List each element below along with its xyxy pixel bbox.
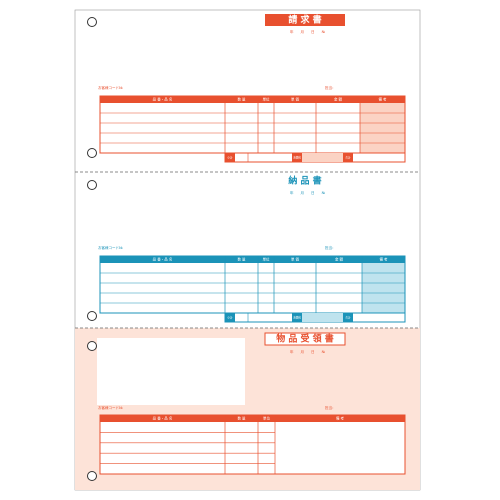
slip-title: 請 求 書 — [288, 14, 321, 26]
column-header: 単位 — [263, 416, 271, 421]
table-header — [100, 415, 405, 422]
totals-label: 消費税 — [293, 316, 301, 320]
date-line: 年 月 日 № — [290, 29, 325, 34]
column-header: 数 量 — [237, 416, 246, 421]
totals-label-box — [292, 313, 302, 322]
column-header: 単位 — [263, 257, 271, 262]
date-line: 年 月 日 № — [290, 349, 325, 354]
table-header — [100, 96, 405, 103]
date-line: 年 月 日 № — [290, 190, 325, 195]
column-header: 備 考 — [336, 416, 345, 421]
totals-label: 消費税 — [293, 156, 301, 160]
code-label: お客様コード№ — [98, 245, 123, 250]
totals-label: 合計 — [345, 316, 351, 320]
totals-label-box — [225, 313, 235, 322]
totals-label-box — [292, 153, 302, 162]
remarks-shade — [362, 263, 405, 313]
column-header: 単 価 — [291, 97, 300, 102]
column-header: 品 番・品 名 — [153, 416, 173, 421]
staff-label: 担当： — [325, 405, 336, 410]
slip-title: 物 品 受 領 書 — [276, 333, 334, 345]
column-header: 品 番・品 名 — [153, 97, 173, 102]
totals-shade — [302, 153, 343, 162]
punch-holes — [87, 17, 97, 481]
column-header: 数 量 — [237, 97, 246, 102]
table-body — [100, 422, 405, 474]
totals-label: 小計 — [227, 156, 233, 160]
column-header: 金 額 — [334, 97, 343, 102]
column-header: 単位 — [263, 97, 271, 102]
title-box — [265, 14, 345, 26]
staff-label: 担当： — [325, 245, 336, 250]
table-header — [100, 256, 405, 263]
totals-shade — [302, 313, 343, 322]
totals-label-box — [225, 153, 235, 162]
column-header: 単 価 — [291, 257, 300, 262]
totals-label: 小計 — [227, 316, 233, 320]
totals-label: 合計 — [345, 156, 351, 160]
remarks-shade — [360, 103, 405, 153]
totals-label-box — [343, 153, 353, 162]
staff-label: 担当： — [325, 85, 336, 90]
column-header: 品 番・品 名 — [153, 257, 173, 262]
column-header: 備 考 — [379, 257, 388, 262]
column-header: 備 考 — [378, 97, 387, 102]
table-border — [99, 414, 406, 475]
code-label: お客様コード№ — [98, 85, 123, 90]
address-window — [97, 338, 245, 405]
code-label: お客様コード№ — [98, 405, 123, 410]
slip-title: 納 品 書 — [288, 175, 321, 187]
title-box — [264, 332, 346, 346]
column-header: 金 額 — [335, 257, 344, 262]
column-header: 数 量 — [237, 257, 246, 262]
totals-label-box — [343, 313, 353, 322]
